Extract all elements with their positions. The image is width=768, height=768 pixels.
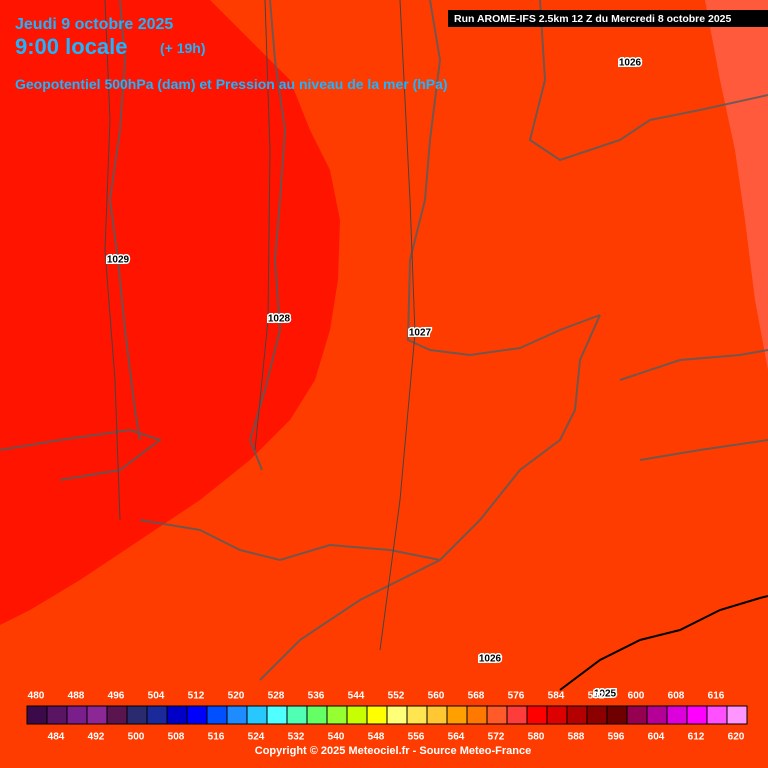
legend-label: 544 xyxy=(348,691,365,702)
legend-swatch xyxy=(246,705,268,725)
field-580 xyxy=(0,0,340,625)
legend-swatch xyxy=(506,705,528,725)
legend-label: 596 xyxy=(608,732,625,743)
product-title: Geopotentiel 500hPa (dam) et Pression au… xyxy=(15,76,448,92)
isobar-label: 1026 xyxy=(619,58,642,69)
legend-label: 616 xyxy=(708,691,725,702)
legend-swatch xyxy=(366,705,388,725)
forecast-time: 9:00 locale xyxy=(15,34,128,59)
legend-swatch xyxy=(266,705,288,725)
isobar-label: 1027 xyxy=(409,328,432,339)
legend-swatch xyxy=(566,705,588,725)
legend-label: 520 xyxy=(228,691,245,702)
legend-label: 560 xyxy=(428,691,445,702)
legend-swatch xyxy=(586,705,608,725)
run-info: Run AROME-IFS 2.5km 12 Z du Mercredi 8 o… xyxy=(454,13,732,25)
legend-swatch xyxy=(86,705,108,725)
legend-label: 600 xyxy=(628,691,645,702)
legend-label: 556 xyxy=(408,732,425,743)
legend-label: 608 xyxy=(668,691,685,702)
coastline xyxy=(559,595,768,691)
legend-swatch xyxy=(126,705,148,725)
legend-swatch xyxy=(686,705,708,725)
legend-label: 496 xyxy=(108,691,125,702)
legend-label: 484 xyxy=(48,732,65,743)
legend-label: 580 xyxy=(528,732,545,743)
legend-label: 500 xyxy=(128,732,145,743)
legend-label: 540 xyxy=(328,732,345,743)
lead-time: (+ 19h) xyxy=(160,40,206,56)
legend-swatch xyxy=(386,705,408,725)
legend-label: 528 xyxy=(268,691,285,702)
isobar-label: 1029 xyxy=(107,255,130,266)
forecast-date: Jeudi 9 octobre 2025 xyxy=(15,16,173,33)
legend-swatch xyxy=(66,705,88,725)
isobar-label: 1025 xyxy=(594,689,617,700)
legend-swatch xyxy=(306,705,328,725)
legend-swatch xyxy=(226,705,248,725)
legend-swatch xyxy=(46,705,68,725)
borders xyxy=(0,0,768,681)
legend-swatch xyxy=(406,705,428,725)
legend-swatch xyxy=(466,705,488,725)
legend-swatch xyxy=(106,705,128,725)
legend-label: 564 xyxy=(448,732,465,743)
legend-label: 552 xyxy=(388,691,405,702)
legend-swatch xyxy=(606,705,628,725)
legend-swatch xyxy=(346,705,368,725)
legend-swatch xyxy=(546,705,568,725)
legend-label: 548 xyxy=(368,732,385,743)
legend-label: 524 xyxy=(248,732,265,743)
legend-swatch xyxy=(646,705,668,725)
legend-label: 504 xyxy=(148,691,165,702)
copyright: Copyright © 2025 Meteociel.fr - Source M… xyxy=(255,745,531,757)
legend-label: 488 xyxy=(68,691,85,702)
legend-swatch xyxy=(426,705,448,725)
legend-label: 532 xyxy=(288,732,305,743)
legend-swatch xyxy=(626,705,648,725)
field-572 xyxy=(705,0,768,370)
legend-label: 572 xyxy=(488,732,505,743)
legend-swatch xyxy=(186,705,208,725)
isobars xyxy=(104,0,416,651)
legend-label: 588 xyxy=(568,732,585,743)
legend-swatch xyxy=(166,705,188,725)
legend-swatch xyxy=(526,705,548,725)
legend-label: 604 xyxy=(648,732,665,743)
legend-label: 492 xyxy=(88,732,105,743)
isobar-label: 1028 xyxy=(268,314,291,325)
legend-label: 592 xyxy=(588,691,605,702)
legend-label: 576 xyxy=(508,691,525,702)
legend-label: 512 xyxy=(188,691,205,702)
legend-label: 480 xyxy=(28,691,45,702)
legend-swatch xyxy=(446,705,468,725)
legend-swatch xyxy=(706,705,728,725)
legend-label: 612 xyxy=(688,732,705,743)
legend-swatch xyxy=(206,705,228,725)
legend-swatch xyxy=(326,705,348,725)
legend-swatch xyxy=(146,705,168,725)
legend-label: 620 xyxy=(728,732,745,743)
legend-label: 516 xyxy=(208,732,225,743)
legend-label: 508 xyxy=(168,732,185,743)
legend-swatch xyxy=(726,705,748,725)
legend-label: 568 xyxy=(468,691,485,702)
legend-swatch xyxy=(486,705,508,725)
legend-label: 536 xyxy=(308,691,325,702)
legend-swatch xyxy=(26,705,48,725)
legend-swatch xyxy=(286,705,308,725)
isobar-label: 1026 xyxy=(479,654,502,665)
legend-label: 584 xyxy=(548,691,565,702)
legend-swatch xyxy=(666,705,688,725)
run-banner xyxy=(448,10,768,27)
